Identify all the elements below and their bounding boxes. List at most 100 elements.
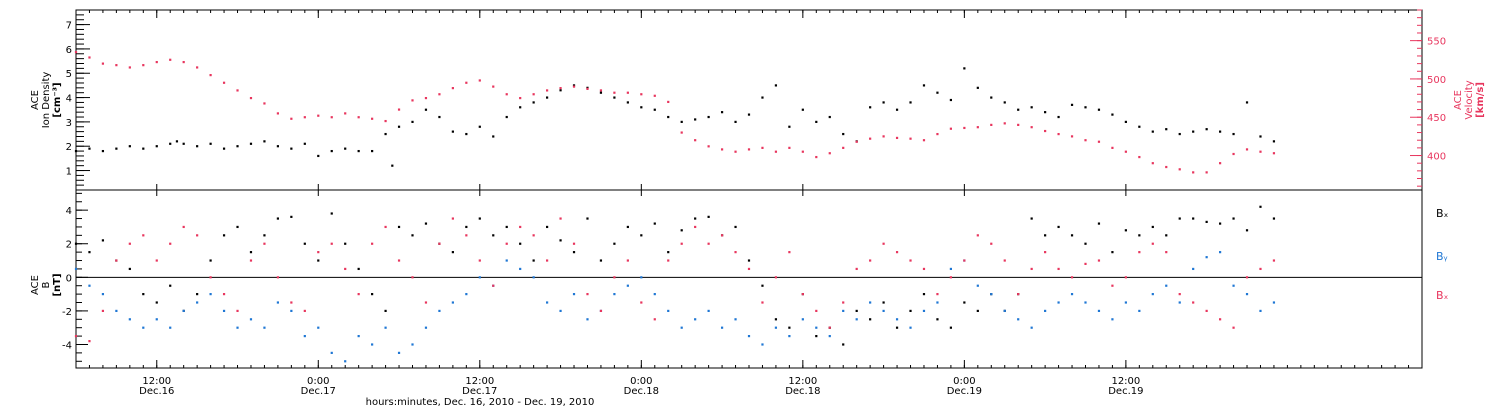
data-point — [949, 127, 952, 130]
data-point — [734, 225, 737, 229]
data-point — [169, 142, 172, 145]
data-point — [1219, 222, 1222, 225]
data-point — [909, 137, 912, 140]
bottom-left-axis-label: ACE B [nT] — [30, 273, 63, 296]
data-point — [478, 125, 481, 128]
data-point — [1165, 234, 1168, 237]
data-point — [869, 106, 872, 109]
data-point — [155, 145, 158, 148]
x-tick-date-label: Dec.18 — [624, 386, 659, 397]
x-tick-date-label: Dec.19 — [1108, 386, 1143, 397]
velocity-tick-label: 550 — [1427, 37, 1446, 48]
data-point — [1111, 113, 1114, 116]
data-point — [451, 217, 454, 220]
data-point — [546, 89, 549, 92]
data-point — [949, 326, 952, 329]
data-point — [774, 150, 778, 153]
data-point — [1192, 171, 1195, 174]
data-point — [115, 309, 118, 313]
data-point — [922, 309, 926, 313]
data-point — [559, 239, 562, 242]
data-point — [344, 360, 347, 363]
data-point — [1219, 130, 1222, 133]
data-point — [572, 84, 576, 87]
data-point — [505, 225, 508, 229]
data-point — [411, 99, 414, 102]
data-point — [263, 102, 266, 105]
data-point — [1138, 234, 1141, 237]
data-point — [869, 259, 872, 262]
data-point — [196, 301, 199, 304]
data-point — [909, 309, 912, 313]
data-point — [842, 132, 845, 136]
data-point — [936, 318, 939, 321]
data-point — [680, 120, 683, 123]
data-point — [546, 301, 549, 304]
data-point — [1165, 251, 1168, 254]
data-point — [747, 148, 751, 151]
velocity-tick-label: 400 — [1427, 152, 1446, 163]
data-point — [842, 146, 845, 149]
data-point — [734, 251, 737, 254]
data-point — [559, 89, 562, 92]
b-tick-label: 2 — [66, 240, 72, 251]
data-point — [357, 334, 360, 338]
data-point — [640, 234, 643, 237]
data-point — [586, 217, 589, 220]
data-point — [1259, 309, 1262, 313]
data-point — [949, 98, 952, 102]
data-point — [653, 293, 656, 296]
data-point — [895, 326, 899, 329]
series-by — [74, 251, 1276, 363]
data-point — [936, 293, 939, 296]
data-point — [680, 326, 683, 329]
data-point — [626, 225, 629, 229]
data-point — [317, 251, 320, 254]
data-point — [667, 259, 670, 262]
data-point — [1003, 259, 1006, 262]
data-point — [1151, 242, 1154, 245]
data-point — [115, 259, 118, 262]
data-point — [1272, 152, 1276, 155]
data-point — [1097, 140, 1101, 143]
data-point — [936, 301, 939, 304]
data-point — [1070, 103, 1074, 106]
data-point — [815, 120, 818, 123]
data-point — [922, 293, 926, 296]
data-point — [599, 91, 603, 94]
data-point — [317, 154, 320, 158]
data-point — [1165, 165, 1168, 169]
data-point — [1057, 115, 1060, 119]
data-point — [88, 251, 91, 254]
data-point — [640, 93, 643, 96]
data-point — [801, 293, 804, 296]
data-point — [384, 132, 387, 136]
data-point — [882, 101, 885, 104]
data-point — [88, 147, 91, 150]
data-point — [155, 60, 158, 64]
data-point — [1138, 309, 1141, 313]
density-tick-label: 7 — [66, 21, 72, 32]
data-point — [424, 108, 428, 111]
data-point — [344, 112, 347, 115]
data-point — [963, 301, 966, 304]
data-point — [1057, 132, 1060, 136]
data-point — [895, 318, 899, 321]
x-tick-date-label: Dec.16 — [139, 386, 174, 397]
data-point — [1070, 293, 1074, 296]
data-point — [196, 145, 199, 148]
data-point — [572, 251, 576, 254]
data-point — [1192, 301, 1195, 304]
data-point — [747, 267, 751, 271]
data-point — [169, 242, 172, 245]
data-point — [1111, 251, 1114, 254]
data-point — [451, 301, 454, 304]
data-point — [1272, 259, 1276, 262]
data-point — [101, 62, 105, 65]
x-tick-time-label: 0:00 — [630, 376, 652, 387]
data-point — [734, 120, 737, 123]
data-point — [519, 96, 522, 100]
data-point — [478, 79, 481, 82]
data-point — [626, 101, 629, 104]
data-point — [249, 318, 253, 321]
